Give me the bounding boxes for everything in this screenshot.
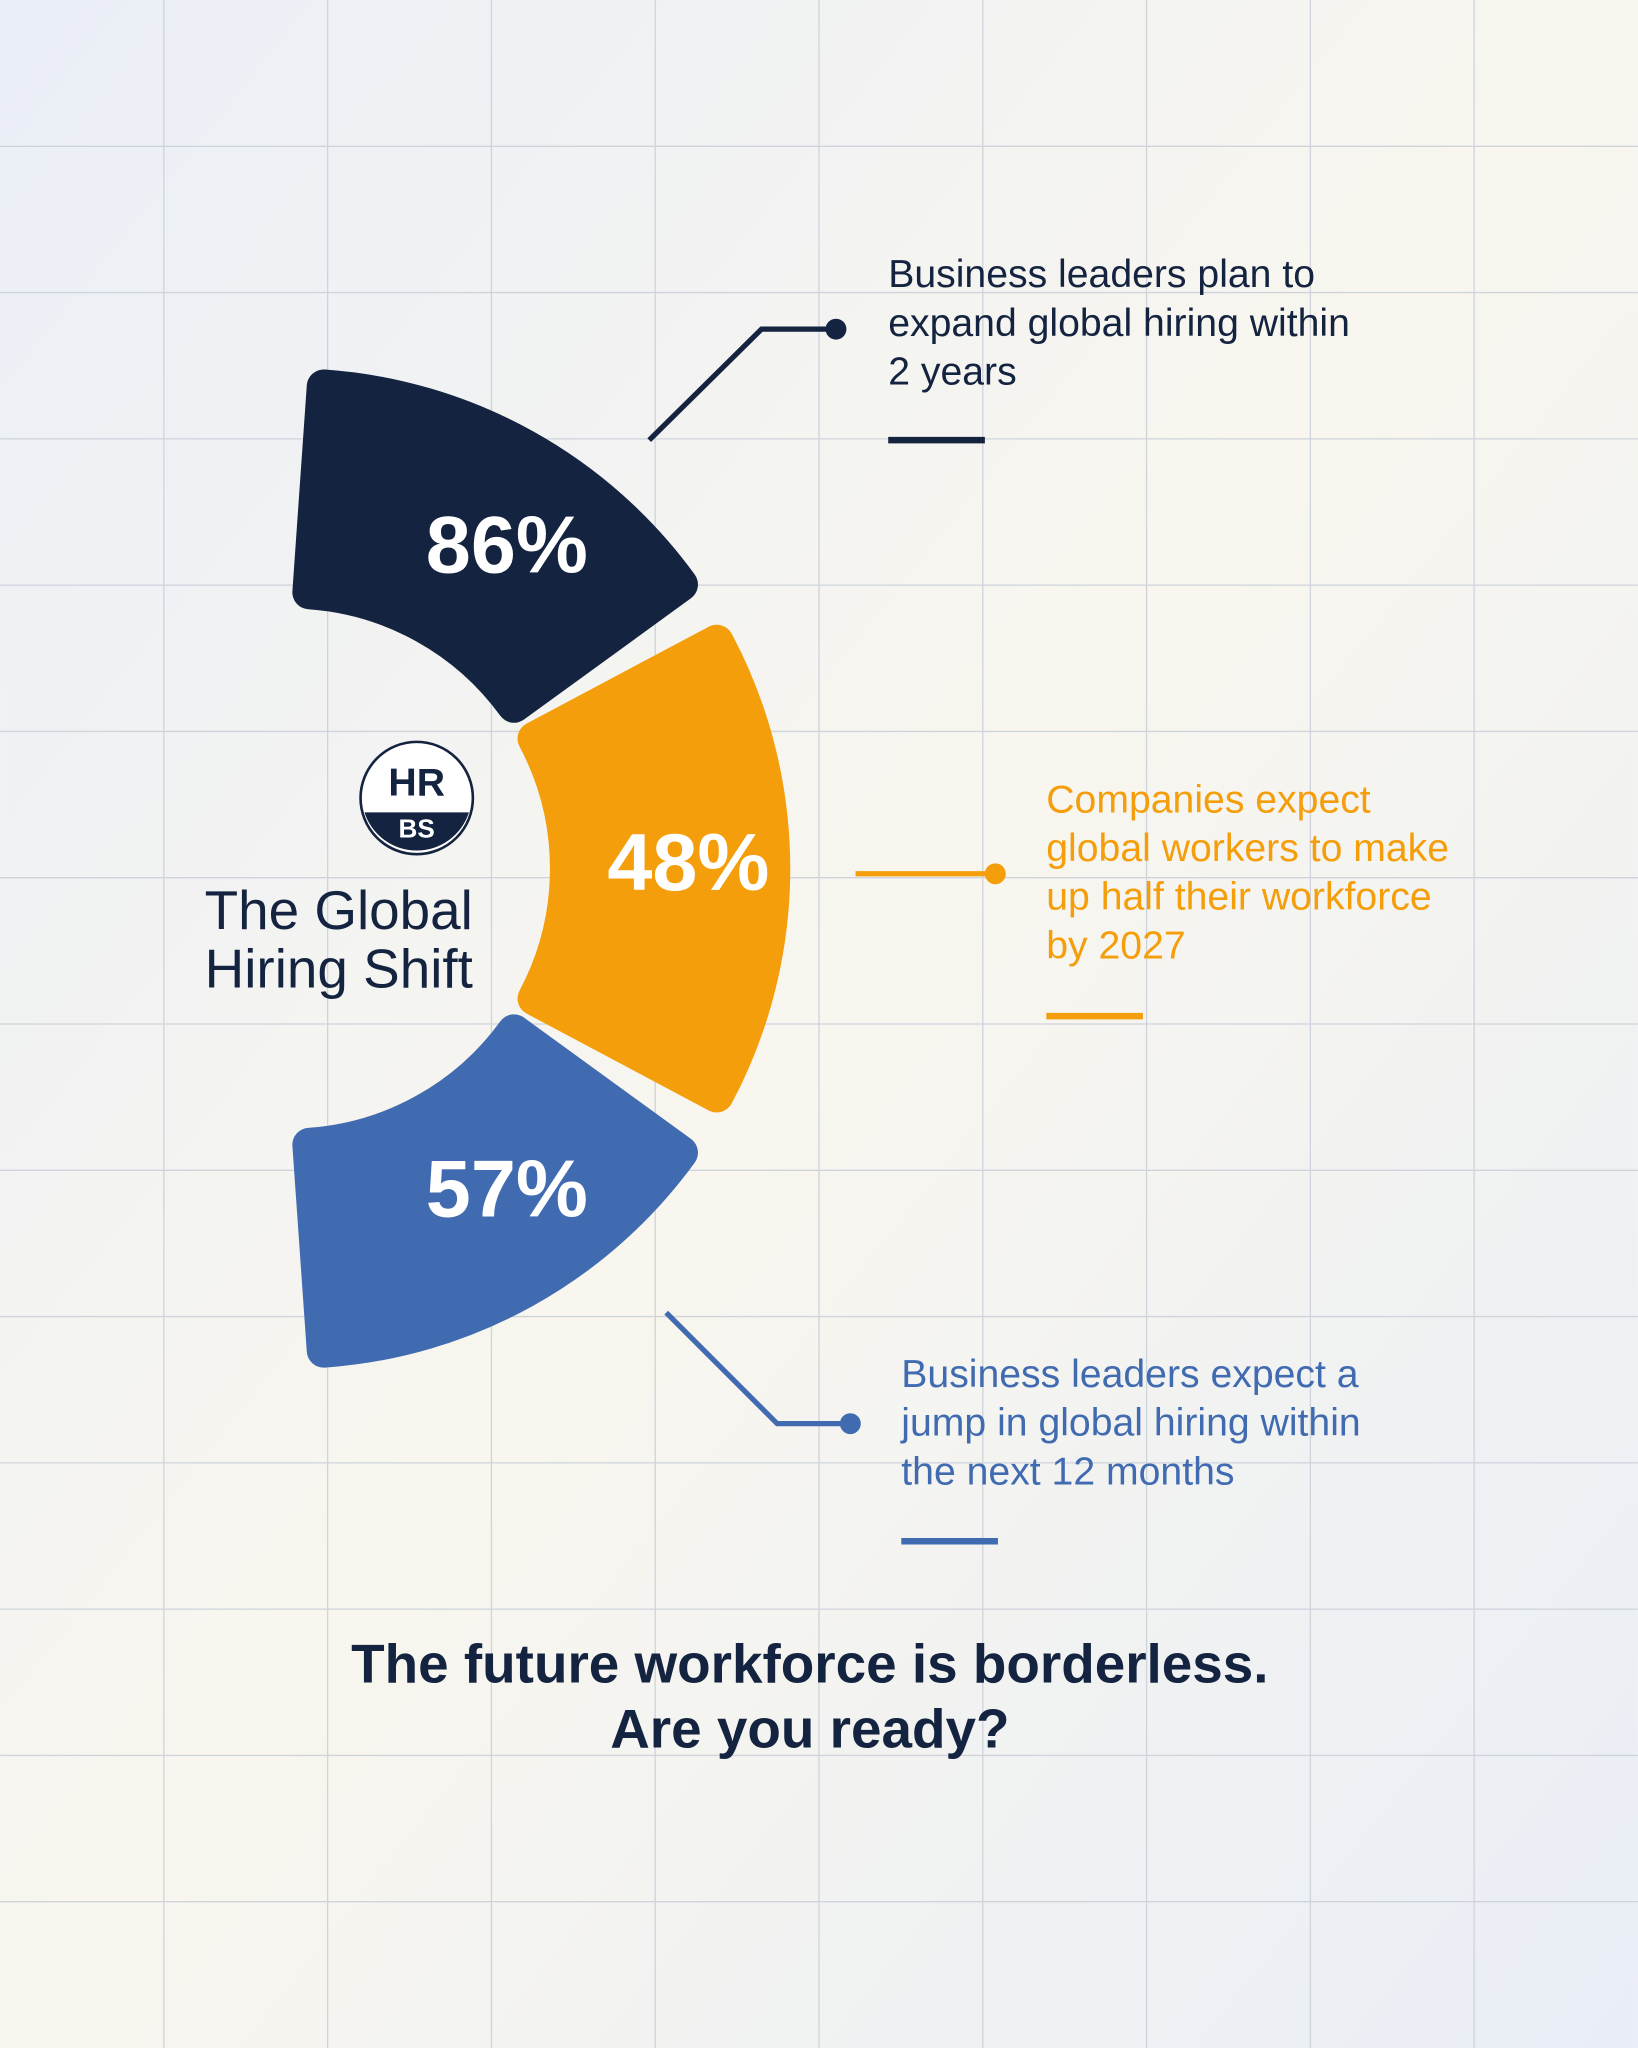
- stat-description: up half their workforce: [1046, 876, 1431, 919]
- leader-dot: [825, 318, 847, 340]
- stat-description: by 2027: [1046, 924, 1185, 967]
- logo-bottom-text: BS: [399, 814, 435, 844]
- stat-value: 57%: [426, 1144, 588, 1234]
- logo-top: HR: [388, 761, 445, 804]
- footer: The future workforce is borderless.: [351, 1632, 1268, 1694]
- stat-description: 2 years: [888, 351, 1016, 394]
- title: Hiring Shift: [205, 938, 473, 1000]
- stat-description: Companies expect: [1046, 778, 1371, 821]
- leader-dot: [984, 863, 1006, 885]
- leader-line: [647, 326, 836, 443]
- stat-description: Business leaders plan to: [888, 253, 1315, 296]
- ring-segment: [517, 624, 791, 1113]
- title: The Global: [205, 879, 473, 941]
- leader-dot: [839, 1413, 861, 1435]
- leader-line: [664, 1310, 851, 1427]
- stat-description: global workers to make: [1046, 827, 1449, 870]
- stat-value: 86%: [426, 501, 588, 591]
- footer: Are you ready?: [610, 1698, 1009, 1760]
- ring-segment: [292, 1014, 698, 1368]
- stat-description: Business leaders expect a: [901, 1353, 1358, 1396]
- stat-description: the next 12 months: [901, 1450, 1234, 1493]
- stat-description: expand global hiring within: [888, 302, 1350, 345]
- content: 86% 48% 57% Business leaders plan to expand …: [205, 253, 1449, 1759]
- stat-value: 48%: [607, 818, 769, 908]
- ring-segment: [292, 369, 698, 723]
- stat-description: jump in global hiring within: [900, 1402, 1360, 1445]
- logo-bottom: [364, 812, 469, 851]
